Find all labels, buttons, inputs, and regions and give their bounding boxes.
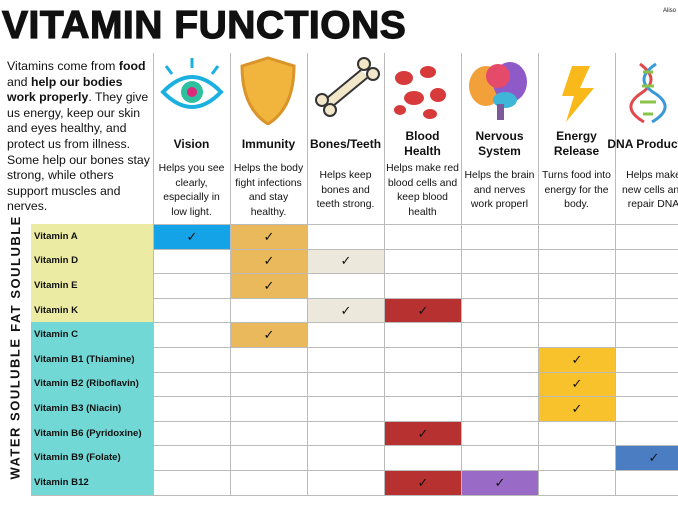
- column-description: Turns food into energy for the body.: [542, 170, 611, 211]
- row-label: Vitamin B12: [31, 470, 153, 495]
- column-description: Helps make new cells and repair DNA: [622, 170, 678, 211]
- column-name: Bones/Teeth: [309, 136, 382, 151]
- check-cell: ✓: [308, 249, 384, 274]
- column-name: Blood Health: [404, 129, 441, 158]
- column-description: Helps keep bones and teeth strong.: [316, 170, 375, 211]
- column-name: Vision: [173, 136, 210, 151]
- column-name: Immunity: [241, 136, 296, 151]
- intro: Vitamins come from food and help our bod…: [7, 59, 153, 215]
- title: VITAMIN FUNCTIONS: [1, 3, 407, 47]
- check-cell: ✓: [539, 348, 615, 372]
- row-divider: [31, 248, 678, 250]
- column-description: Helps make red blood cells and keep bloo…: [386, 163, 459, 218]
- group-label: WATER SOULUBLE: [2, 322, 28, 494]
- check-cell: ✓: [308, 298, 384, 323]
- intro-text: . They give us energy, keep our skin and…: [7, 90, 150, 214]
- row-divider: [31, 445, 678, 447]
- check-cell: ✓: [616, 446, 678, 470]
- row-label: Vitamin C: [31, 322, 153, 347]
- row-divider: [31, 396, 678, 398]
- row-divider: [31, 470, 678, 471]
- brain-icon: [469, 62, 527, 120]
- row-label: Vitamin B6 (Pyridoxine): [31, 420, 153, 446]
- row-label: Vitamin E: [31, 273, 153, 298]
- check-cell: ✓: [385, 471, 461, 495]
- group-label-text: FAT SOULUBLE: [7, 214, 23, 332]
- column-description: Helps the brain and nerves work properl: [464, 170, 535, 211]
- intro-text: Vitamins come from: [7, 59, 119, 73]
- row-divider: [31, 224, 678, 225]
- intro-text: food: [118, 59, 146, 73]
- row-divider: [31, 347, 678, 348]
- intro-text: help our bodies work properly: [7, 74, 123, 105]
- check-cell: ✓: [385, 421, 461, 446]
- check-cell: ✓: [462, 471, 538, 495]
- energy-icon: [562, 66, 594, 122]
- row-label: Vitamin B1 (Thiamine): [31, 347, 153, 372]
- row-divider: [31, 420, 678, 422]
- author: Aliso: [663, 8, 677, 14]
- bone-icon: [315, 57, 380, 117]
- row-divider: [31, 273, 678, 275]
- check-cell: ✓: [539, 372, 615, 397]
- check-cell: ✓: [231, 249, 307, 274]
- column-description: Helps the body fight infections and stay…: [233, 163, 304, 218]
- check-cell: ✓: [154, 225, 230, 249]
- row-label: Vitamin A: [31, 224, 153, 249]
- check-cell: ✓: [231, 274, 307, 298]
- row-divider: [31, 322, 678, 324]
- row-label: Vitamin B9 (Folate): [31, 445, 153, 470]
- check-cell: ✓: [539, 397, 615, 421]
- column-name: Nervous System: [475, 129, 524, 158]
- row-label: Vitamin D: [31, 248, 153, 274]
- group-label: FAT SOULUBLE: [2, 215, 28, 332]
- row-label: Vitamin B3 (Niacin): [31, 396, 153, 421]
- row-divider: [31, 371, 678, 373]
- dna-icon: [629, 62, 667, 124]
- check-cell: ✓: [231, 225, 307, 249]
- blood-icon: [394, 66, 446, 119]
- check-cell: ✓: [231, 323, 307, 347]
- row-divider: [31, 297, 678, 299]
- intro-text: and: [7, 74, 31, 89]
- row-label: Vitamin K: [31, 297, 153, 323]
- check-cell: ✓: [385, 298, 461, 323]
- row-divider: [31, 494, 678, 496]
- column-description: Helps you see clearly, especially in low…: [158, 163, 225, 218]
- row-label: Vitamin B2 (Riboflavin): [31, 371, 153, 397]
- column-name: Energy Release: [553, 129, 600, 158]
- group-label-text: WATER SOULUBLE: [7, 337, 23, 480]
- eye-icon: [160, 58, 224, 109]
- column-name: DNA Production: [607, 136, 678, 151]
- icons: [160, 56, 667, 125]
- shield-icon: [240, 56, 296, 125]
